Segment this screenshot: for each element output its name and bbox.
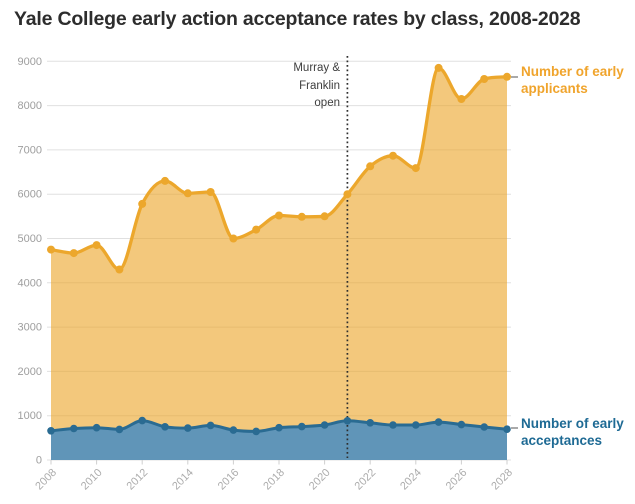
applicants-data-point bbox=[343, 190, 352, 199]
annotation-line: Murray & bbox=[293, 62, 340, 74]
x-axis-label: 2024 bbox=[398, 467, 424, 493]
applicants-data-point bbox=[297, 212, 306, 221]
legend-applicants-label: Number of early applicants bbox=[521, 63, 624, 97]
acceptances-data-point bbox=[457, 420, 466, 429]
applicants-data-point bbox=[161, 176, 169, 185]
x-axis-label: 2008 bbox=[33, 467, 59, 493]
applicants-data-point bbox=[115, 265, 124, 274]
x-axis-label: 2026 bbox=[444, 467, 470, 493]
acceptances-data-point bbox=[503, 425, 511, 434]
x-axis-label: 2028 bbox=[489, 467, 515, 493]
y-axis-label: 2000 bbox=[18, 366, 42, 378]
applicants-data-point bbox=[411, 164, 420, 173]
x-axis-label: 2010 bbox=[79, 467, 105, 493]
acceptances-data-point bbox=[343, 417, 352, 425]
applicants-data-point bbox=[229, 234, 238, 243]
acceptances-data-point bbox=[412, 421, 420, 429]
applicants-data-point bbox=[366, 162, 375, 171]
legend-acceptances-label: Number of early acceptances bbox=[521, 415, 624, 449]
applicants-data-point bbox=[183, 189, 192, 198]
y-axis-label: 3000 bbox=[18, 322, 42, 334]
acceptances-data-point bbox=[298, 422, 306, 431]
applicants-data-point bbox=[434, 63, 443, 72]
acceptances-data-point bbox=[229, 426, 238, 434]
acceptances-data-point bbox=[184, 424, 192, 432]
applicants-data-point bbox=[503, 72, 511, 81]
applicants-data-point bbox=[389, 151, 397, 160]
y-axis-label: 7000 bbox=[18, 144, 42, 156]
applicants-data-point bbox=[320, 212, 329, 221]
y-axis-label: 9000 bbox=[18, 56, 42, 68]
x-axis-label: 2018 bbox=[261, 467, 287, 493]
y-axis-label: 5000 bbox=[18, 233, 42, 245]
legend-connector-dash bbox=[511, 76, 518, 78]
acceptances-data-point bbox=[161, 423, 169, 431]
x-axis-label: 2014 bbox=[170, 467, 196, 493]
x-axis-label: 2016 bbox=[216, 467, 242, 493]
applicants-data-point bbox=[206, 188, 215, 196]
y-axis-label: 8000 bbox=[18, 100, 42, 112]
applicants-data-point bbox=[275, 211, 283, 220]
applicants-data-point bbox=[457, 95, 466, 103]
applicants-data-point bbox=[252, 225, 261, 234]
acceptances-data-point bbox=[70, 424, 78, 433]
page-title: Yale College early action acceptance rat… bbox=[14, 8, 581, 30]
annotation-line: Franklin bbox=[299, 79, 340, 92]
acceptances-data-point bbox=[366, 419, 375, 427]
x-axis-label: 2012 bbox=[125, 467, 151, 493]
applicants-data-point bbox=[69, 249, 78, 258]
applicants-data-point bbox=[92, 241, 101, 250]
acceptances-data-point bbox=[92, 423, 101, 432]
applicants-data-point bbox=[480, 75, 489, 83]
y-axis-label: 4000 bbox=[18, 277, 42, 289]
y-axis-label: 6000 bbox=[18, 189, 42, 201]
acceptances-data-point bbox=[47, 427, 55, 435]
event-annotation: Murray & Franklin open bbox=[293, 60, 340, 113]
acceptances-data-point bbox=[480, 423, 489, 431]
acceptances-data-point bbox=[252, 427, 260, 436]
legend-applicants-line2: applicants bbox=[521, 81, 588, 96]
acceptances-data-point bbox=[138, 416, 146, 425]
legend-acceptances-line2: acceptances bbox=[521, 433, 603, 448]
acceptances-data-point bbox=[206, 421, 215, 430]
acceptances-data-point bbox=[115, 425, 124, 434]
legend-connector-dash bbox=[511, 427, 518, 429]
x-axis-label: 2022 bbox=[353, 467, 379, 493]
annotation-line: open bbox=[314, 97, 340, 109]
acceptances-data-point bbox=[434, 418, 443, 426]
applicants-data-point bbox=[47, 245, 55, 254]
acceptances-data-point bbox=[275, 423, 283, 432]
applicants-area bbox=[51, 67, 507, 461]
acceptances-data-point bbox=[389, 421, 397, 429]
legend-applicants-line1: Number of early bbox=[521, 64, 624, 79]
y-axis-label: 0 bbox=[36, 455, 42, 467]
legend-acceptances-line1: Number of early bbox=[521, 416, 624, 431]
y-axis-label: 1000 bbox=[18, 410, 42, 422]
x-axis-label: 2020 bbox=[307, 467, 333, 493]
acceptances-data-point bbox=[320, 421, 329, 429]
applicants-data-point bbox=[138, 199, 147, 208]
